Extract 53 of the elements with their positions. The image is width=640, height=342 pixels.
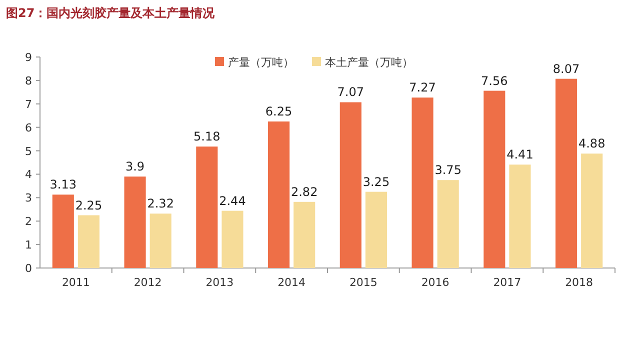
legend-label: 产量（万吨） bbox=[228, 56, 294, 69]
bar bbox=[150, 214, 172, 268]
data-label: 4.41 bbox=[506, 148, 534, 162]
bar bbox=[581, 154, 603, 268]
x-tick-label: 2012 bbox=[134, 276, 162, 289]
x-tick-label: 2018 bbox=[565, 276, 594, 289]
bar bbox=[509, 164, 531, 268]
data-label: 7.07 bbox=[337, 85, 364, 100]
y-tick-label: 5 bbox=[25, 144, 32, 158]
bar bbox=[294, 202, 316, 268]
x-tick-label: 2015 bbox=[349, 276, 378, 289]
y-tick-label: 4 bbox=[25, 168, 32, 182]
data-label: 6.25 bbox=[265, 104, 292, 118]
data-label: 3.75 bbox=[434, 163, 462, 178]
data-label: 3.25 bbox=[362, 174, 390, 189]
bar bbox=[412, 98, 434, 268]
x-tick-label: 2014 bbox=[278, 276, 306, 289]
x-tick-label: 2017 bbox=[493, 276, 522, 289]
y-tick-label: 6 bbox=[25, 121, 32, 134]
data-label: 2.82 bbox=[290, 184, 318, 199]
bar bbox=[484, 90, 506, 268]
bar bbox=[437, 180, 459, 268]
bar bbox=[196, 146, 218, 268]
y-tick-label: 0 bbox=[25, 262, 32, 275]
y-tick-label: 9 bbox=[25, 51, 32, 64]
data-label: 8.07 bbox=[552, 62, 580, 76]
x-tick-label: 2016 bbox=[421, 276, 450, 289]
bar bbox=[52, 194, 74, 268]
chart-title: 图27：国内光刻胶产量及本土产量情况 bbox=[6, 6, 216, 20]
bar bbox=[124, 176, 146, 268]
x-tick-label: 2013 bbox=[206, 276, 234, 289]
bar bbox=[340, 102, 362, 268]
bar bbox=[222, 210, 244, 268]
data-label: 3.13 bbox=[50, 178, 77, 192]
y-tick-label: 1 bbox=[25, 238, 32, 252]
data-label: 5.18 bbox=[194, 130, 220, 144]
y-tick-label: 2 bbox=[25, 215, 32, 228]
legend-label: 本土产量（万吨） bbox=[325, 56, 413, 69]
y-tick-label: 8 bbox=[25, 74, 32, 88]
data-label: 7.56 bbox=[481, 74, 508, 88]
data-label: 3.9 bbox=[125, 160, 145, 174]
bar bbox=[556, 78, 578, 268]
bar bbox=[78, 215, 100, 268]
y-tick-label: 7 bbox=[25, 98, 32, 111]
data-label: 2.44 bbox=[219, 194, 246, 208]
y-tick-label: 3 bbox=[25, 192, 32, 205]
data-label: 2.25 bbox=[75, 198, 102, 212]
x-tick-label: 2011 bbox=[62, 276, 90, 289]
data-label: 2.32 bbox=[147, 196, 174, 211]
data-label: 7.27 bbox=[409, 80, 436, 95]
bar bbox=[268, 121, 290, 268]
bar bbox=[365, 192, 387, 268]
data-label: 4.88 bbox=[578, 136, 606, 151]
